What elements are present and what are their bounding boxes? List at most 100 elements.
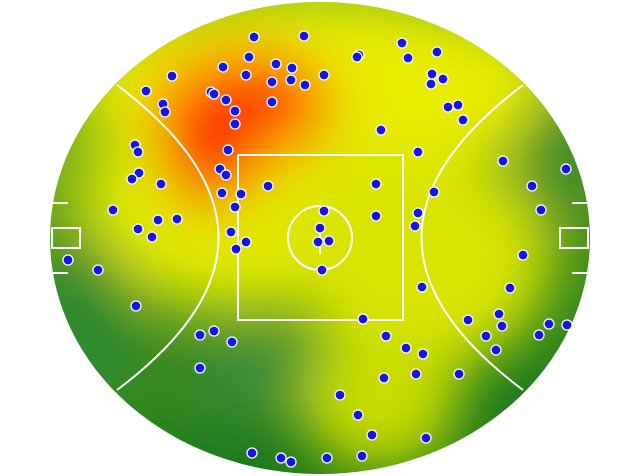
point (220, 169, 232, 181)
point (222, 144, 234, 156)
point (412, 207, 424, 219)
point (155, 178, 167, 190)
point (246, 447, 258, 459)
point (92, 264, 104, 276)
point (140, 85, 152, 97)
point (132, 223, 144, 235)
point (409, 220, 421, 232)
point (416, 281, 428, 293)
point (357, 313, 369, 325)
point (420, 432, 432, 444)
point (431, 46, 443, 58)
point (152, 214, 164, 226)
point (504, 282, 516, 294)
point (410, 368, 422, 380)
point (166, 70, 178, 82)
point (126, 173, 138, 185)
point (351, 51, 363, 63)
point (426, 68, 438, 80)
point (194, 362, 206, 374)
point (298, 30, 310, 42)
point (208, 88, 220, 100)
point (62, 254, 74, 266)
point (442, 101, 454, 113)
point (497, 155, 509, 167)
point (171, 213, 183, 225)
point (480, 330, 492, 342)
point (130, 300, 142, 312)
point (356, 450, 368, 462)
point (366, 429, 378, 441)
point (240, 236, 252, 248)
point (543, 318, 555, 330)
point (229, 118, 241, 130)
point (159, 106, 171, 118)
point (318, 205, 330, 217)
point (133, 167, 145, 179)
point (285, 74, 297, 86)
point (417, 348, 429, 360)
point (194, 329, 206, 341)
point (226, 336, 238, 348)
point (561, 319, 573, 331)
point (412, 146, 424, 158)
point (229, 105, 241, 117)
point (318, 69, 330, 81)
point (396, 37, 408, 49)
point (235, 188, 247, 200)
point (400, 342, 412, 354)
point (220, 94, 232, 106)
point (535, 204, 547, 216)
point (146, 231, 158, 243)
point (517, 249, 529, 261)
point (457, 114, 469, 126)
point (496, 320, 508, 332)
point (370, 210, 382, 222)
point (334, 389, 346, 401)
point (352, 409, 364, 421)
point (526, 180, 538, 192)
point (285, 456, 297, 468)
point (402, 52, 414, 64)
point (312, 236, 324, 248)
point (107, 204, 119, 216)
point (132, 146, 144, 158)
point (462, 314, 474, 326)
point (230, 243, 242, 255)
point (208, 325, 220, 337)
point (248, 31, 260, 43)
point (323, 235, 335, 247)
point (270, 58, 282, 70)
point (240, 69, 252, 81)
point (380, 330, 392, 342)
point (299, 79, 311, 91)
point (321, 452, 333, 464)
point (243, 51, 255, 63)
point (216, 187, 228, 199)
point (217, 61, 229, 73)
point (378, 372, 390, 384)
point (375, 124, 387, 136)
point (266, 76, 278, 88)
point (262, 180, 274, 192)
point (275, 452, 287, 464)
point (428, 186, 440, 198)
point (425, 78, 437, 90)
point (314, 222, 326, 234)
point (370, 178, 382, 190)
point (225, 226, 237, 238)
point (533, 329, 545, 341)
point (452, 99, 464, 111)
point (453, 368, 465, 380)
point (316, 264, 328, 276)
point (490, 344, 502, 356)
point (493, 308, 505, 320)
point (229, 201, 241, 213)
point (266, 96, 278, 108)
point (286, 62, 298, 74)
point (560, 163, 572, 175)
point (437, 73, 449, 85)
